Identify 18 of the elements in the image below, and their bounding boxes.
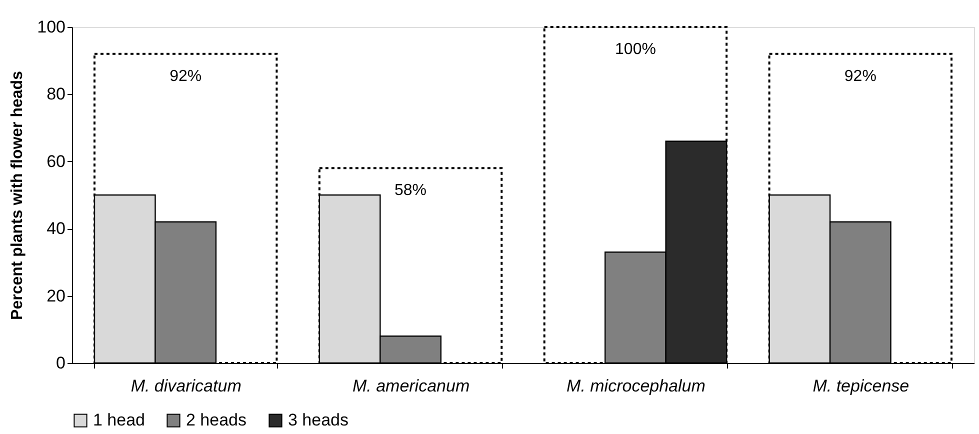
y-tick-label: 20 <box>46 286 66 306</box>
y-tick-label: 60 <box>46 152 66 171</box>
legend-label: 3 heads <box>288 410 348 430</box>
data-label: 92% <box>170 68 202 85</box>
x-tick-label: M. tepicense <box>812 376 910 396</box>
data-label: 58% <box>394 182 427 200</box>
data-label: 100% <box>615 41 656 58</box>
x-tick-label: M. microcephalum <box>566 376 706 396</box>
y-tick-label: 0 <box>56 354 66 372</box>
y-axis-title: Percent plants with flower heads <box>9 70 26 320</box>
legend-label: 2 heads <box>186 410 246 430</box>
x-tick-label: M. divaricatum <box>130 376 242 396</box>
y-tick-label: 80 <box>46 84 66 104</box>
legend-label: 1 head <box>93 410 145 430</box>
y-tick-label: 100 <box>37 18 66 36</box>
data-label: 92% <box>844 68 876 85</box>
x-tick-label: M. americanum <box>352 376 470 396</box>
y-tick-label: 40 <box>46 219 66 238</box>
